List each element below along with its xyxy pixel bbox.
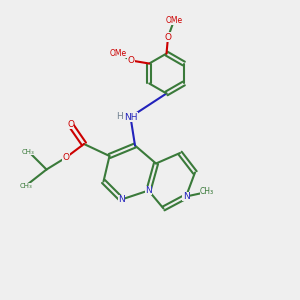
Text: O: O bbox=[67, 120, 74, 129]
Text: N: N bbox=[145, 186, 152, 195]
Text: N: N bbox=[118, 195, 125, 204]
Text: O: O bbox=[164, 32, 172, 41]
Text: H: H bbox=[117, 112, 123, 121]
Text: OMe: OMe bbox=[165, 16, 183, 25]
Text: CH₃: CH₃ bbox=[200, 188, 214, 196]
Text: N: N bbox=[183, 192, 189, 201]
Text: O: O bbox=[128, 56, 135, 65]
Text: CH₃: CH₃ bbox=[22, 148, 35, 154]
Text: O: O bbox=[62, 153, 70, 162]
Text: NH: NH bbox=[124, 112, 137, 122]
Text: CH₃: CH₃ bbox=[19, 183, 32, 189]
Text: OMe: OMe bbox=[109, 49, 126, 58]
